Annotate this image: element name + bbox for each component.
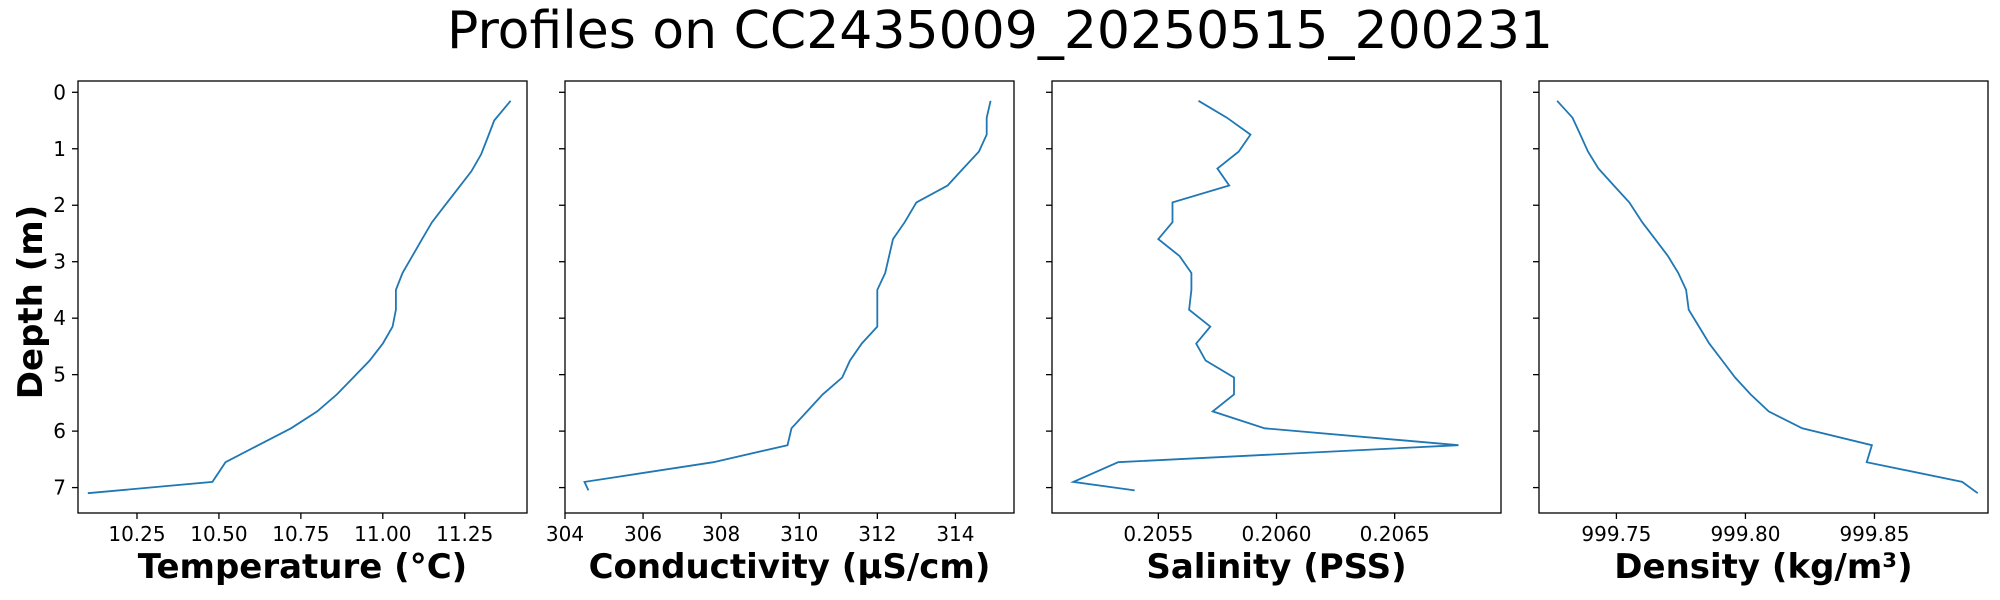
x-tick-label-4-1: 999.80 <box>1710 522 1780 546</box>
x-tick-label-1-2: 10.75 <box>272 522 329 546</box>
profile-line-2 <box>583 100 992 491</box>
y-tick-label-6: 6 <box>53 419 66 443</box>
x-tick-label-2-5: 314 <box>936 522 974 546</box>
figure-title: Profiles on CC2435009_20250515_200231 <box>447 1 1553 61</box>
axes-frame-4 <box>1538 80 1989 514</box>
axes-frame-2 <box>564 80 1015 514</box>
x-tick-label-1-4: 11.25 <box>436 522 493 546</box>
y-tick-label-3: 3 <box>53 250 66 274</box>
x-tick-label-2-3: 310 <box>780 522 818 546</box>
axes-frame-1 <box>77 80 528 514</box>
x-tick-label-3-2: 0.2065 <box>1360 522 1430 546</box>
y-tick-label-7: 7 <box>53 476 66 500</box>
x-tick-label-1-3: 11.00 <box>354 522 411 546</box>
x-tick-label-1-1: 10.50 <box>190 522 247 546</box>
profile-line-4 <box>1556 100 1979 494</box>
x-axis-label-2: Conductivity (µS/cm) <box>589 547 991 587</box>
x-tick-label-2-2: 308 <box>702 522 740 546</box>
y-axis-label: Depth (m) <box>11 205 51 399</box>
x-tick-label-2-4: 312 <box>858 522 896 546</box>
x-tick-label-4-0: 999.75 <box>1581 522 1651 546</box>
x-tick-label-2-1: 306 <box>624 522 662 546</box>
x-axis-label-4: Density (kg/m³) <box>1614 547 1912 587</box>
y-tick-label-1: 1 <box>53 137 66 161</box>
x-tick-label-2-0: 304 <box>546 522 584 546</box>
y-tick-label-2: 2 <box>53 193 66 217</box>
axes-frame-3 <box>1051 80 1502 514</box>
x-tick-label-3-1: 0.2060 <box>1242 522 1312 546</box>
y-tick-label-4: 4 <box>53 306 66 330</box>
y-tick-label-0: 0 <box>53 80 66 104</box>
profile-line-1 <box>87 100 512 495</box>
panel-1: 10.25 10.50 10.75 11.00 11.25 0 1 2 3 4 5 6 7 Tempera… <box>53 80 528 587</box>
y-tick-label-5: 5 <box>53 363 66 387</box>
profile-line-3 <box>1070 100 1459 492</box>
panels: 10.25 10.50 10.75 11.00 11.25 0 1 2 3 4 5 6 7 Tempera… <box>53 80 1989 587</box>
x-tick-label-4-2: 999.85 <box>1839 522 1909 546</box>
x-tick-label-3-0: 0.2055 <box>1123 522 1193 546</box>
x-axis-label-3: Salinity (PSS) <box>1146 547 1406 587</box>
x-axis-label-1: Temperature (°C) <box>138 547 467 587</box>
x-tick-label-1-0: 10.25 <box>108 522 165 546</box>
